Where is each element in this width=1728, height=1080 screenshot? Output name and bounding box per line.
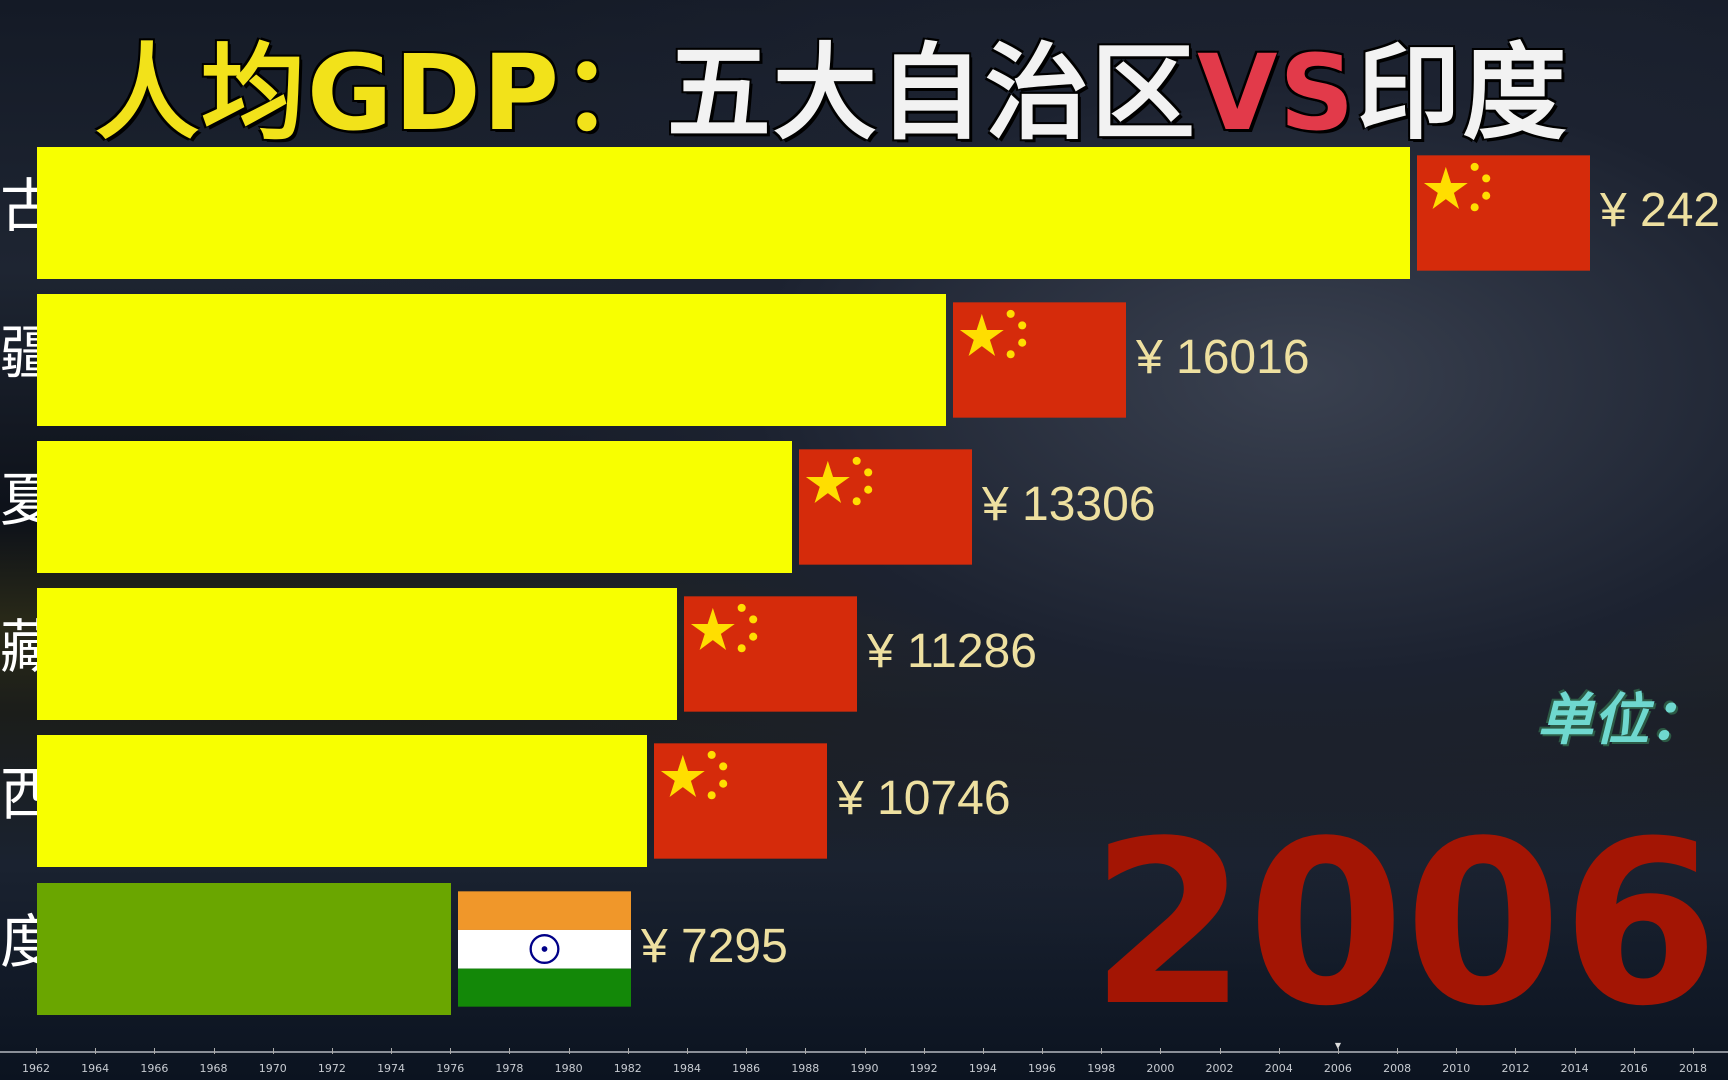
timeline-tick-label[interactable]: 1984 [672, 1062, 701, 1075]
value-label: ¥ 16016 [1136, 331, 1310, 384]
timeline-tick-mark [1574, 1048, 1576, 1054]
timeline-tick-mark [1042, 1048, 1044, 1054]
timeline-tick-mark [1160, 1048, 1162, 1054]
timeline-tick-label[interactable]: 2018 [1679, 1062, 1707, 1075]
title-vs: VS [1196, 32, 1357, 154]
bar-row: 藏 ¥ 11286 [0, 588, 1728, 720]
bar-row: 度 ¥ 7295 [0, 883, 1728, 1015]
bar-row: 夏 ¥ 13306 [0, 441, 1728, 573]
china-flag-icon [799, 441, 972, 573]
timeline-tick-mark [627, 1048, 629, 1054]
unit-label: 单位： [1537, 688, 1705, 753]
timeline-tick-mark [1278, 1048, 1280, 1054]
timeline-tick-label[interactable]: 2006 [1323, 1062, 1352, 1075]
title-part1: 人均GDP： [95, 32, 667, 154]
timeline-tick-mark [923, 1048, 925, 1054]
chart-title: 人均GDP：五大自治区VS印度 [95, 8, 1568, 159]
value-label: ¥ 242 [1600, 184, 1721, 237]
timeline-tick-label[interactable]: 1982 [613, 1062, 642, 1075]
timeline-tick-label[interactable]: 1994 [968, 1062, 997, 1075]
timeline-tick-label[interactable]: 1968 [199, 1062, 228, 1075]
bar [37, 441, 792, 573]
timeline-tick-mark [213, 1048, 215, 1054]
timeline-tick-mark [1693, 1048, 1694, 1054]
bar [37, 147, 1410, 279]
timeline-tick-mark [1219, 1048, 1221, 1054]
bar-row: 西 ¥ 10746 [0, 735, 1728, 867]
timeline-tick-mark [450, 1048, 452, 1054]
timeline-tick-mark [1337, 1048, 1339, 1054]
bar-row: 疆 ¥ 16016 [0, 294, 1728, 426]
timeline-tick-label[interactable]: 2014 [1560, 1062, 1589, 1075]
timeline-tick-label[interactable]: 2002 [1205, 1062, 1234, 1075]
timeline-tick-label[interactable]: 2000 [1146, 1062, 1175, 1075]
timeline-tick-mark [746, 1048, 748, 1054]
china-flag-icon [654, 735, 827, 867]
timeline-tick-label[interactable]: 2010 [1442, 1062, 1471, 1075]
timeline-tick-mark [154, 1048, 156, 1054]
value-label: ¥ 10746 [837, 772, 1011, 825]
china-flag-icon [1417, 147, 1590, 279]
india-flag-icon [458, 883, 631, 1015]
year-label: 2006 [1090, 793, 1720, 1056]
timeline-tick-mark [95, 1048, 97, 1054]
timeline-tick-label[interactable]: 1986 [732, 1062, 761, 1075]
bar [37, 883, 451, 1015]
timeline-tick-mark [805, 1048, 807, 1054]
timeline-tick-label[interactable]: 1990 [850, 1062, 879, 1075]
timeline-tick-label[interactable]: 2008 [1383, 1062, 1412, 1075]
title-part4: 印度 [1356, 32, 1569, 154]
timeline-tick-label[interactable]: 1964 [81, 1062, 110, 1075]
timeline-tick-mark [1101, 1048, 1103, 1054]
timeline-tick-label[interactable]: 1966 [140, 1062, 169, 1075]
timeline-tick-label[interactable]: 1974 [377, 1062, 406, 1075]
timeline-tick-label[interactable]: 1962 [22, 1062, 50, 1075]
timeline-tick-label[interactable]: 1998 [1087, 1062, 1116, 1075]
timeline-tick-mark [1633, 1048, 1635, 1054]
value-label: ¥ 7295 [641, 920, 788, 973]
china-flag-icon [684, 588, 857, 720]
timeline-tick-label[interactable]: 1972 [317, 1062, 346, 1075]
timeline-tick-mark [568, 1048, 570, 1054]
timeline-tick-mark [686, 1048, 688, 1054]
timeline-tick-mark [331, 1048, 333, 1054]
timeline-tick-label[interactable]: 2004 [1264, 1062, 1293, 1075]
timeline-axis[interactable] [0, 1051, 1728, 1053]
bar [37, 588, 677, 720]
title-part2: 五大自治区 [666, 32, 1197, 154]
timeline-tick-label[interactable]: 1996 [1028, 1062, 1057, 1075]
timeline-tick-label[interactable]: 1988 [791, 1062, 820, 1075]
timeline-tick-mark [864, 1048, 866, 1054]
value-label: ¥ 11286 [867, 625, 1037, 678]
timeline-tick-mark [36, 1048, 37, 1054]
timeline-tick-mark [1397, 1048, 1399, 1054]
timeline-tick-mark [391, 1048, 393, 1054]
timeline-tick-label[interactable]: 2012 [1501, 1062, 1530, 1075]
china-flag-icon [953, 294, 1126, 426]
bar [37, 735, 647, 867]
timeline-tick-mark [1515, 1048, 1517, 1054]
timeline-marker[interactable]: ▼ [1334, 1041, 1341, 1050]
value-label: ¥ 13306 [982, 478, 1156, 531]
timeline-tick-mark [1456, 1048, 1458, 1054]
bar [37, 294, 946, 426]
timeline-tick-label[interactable]: 1980 [554, 1062, 583, 1075]
bar-row: 古 ¥ 242 [0, 147, 1728, 279]
timeline-tick-mark [509, 1048, 511, 1054]
timeline-tick-label[interactable]: 1970 [258, 1062, 287, 1075]
timeline-tick-label[interactable]: 1976 [436, 1062, 465, 1075]
timeline-tick-label[interactable]: 2016 [1619, 1062, 1648, 1075]
timeline-tick-label[interactable]: 1978 [495, 1062, 524, 1075]
timeline-tick-mark [272, 1048, 274, 1054]
timeline-tick-label[interactable]: 1992 [909, 1062, 938, 1075]
timeline-tick-mark [982, 1048, 984, 1054]
